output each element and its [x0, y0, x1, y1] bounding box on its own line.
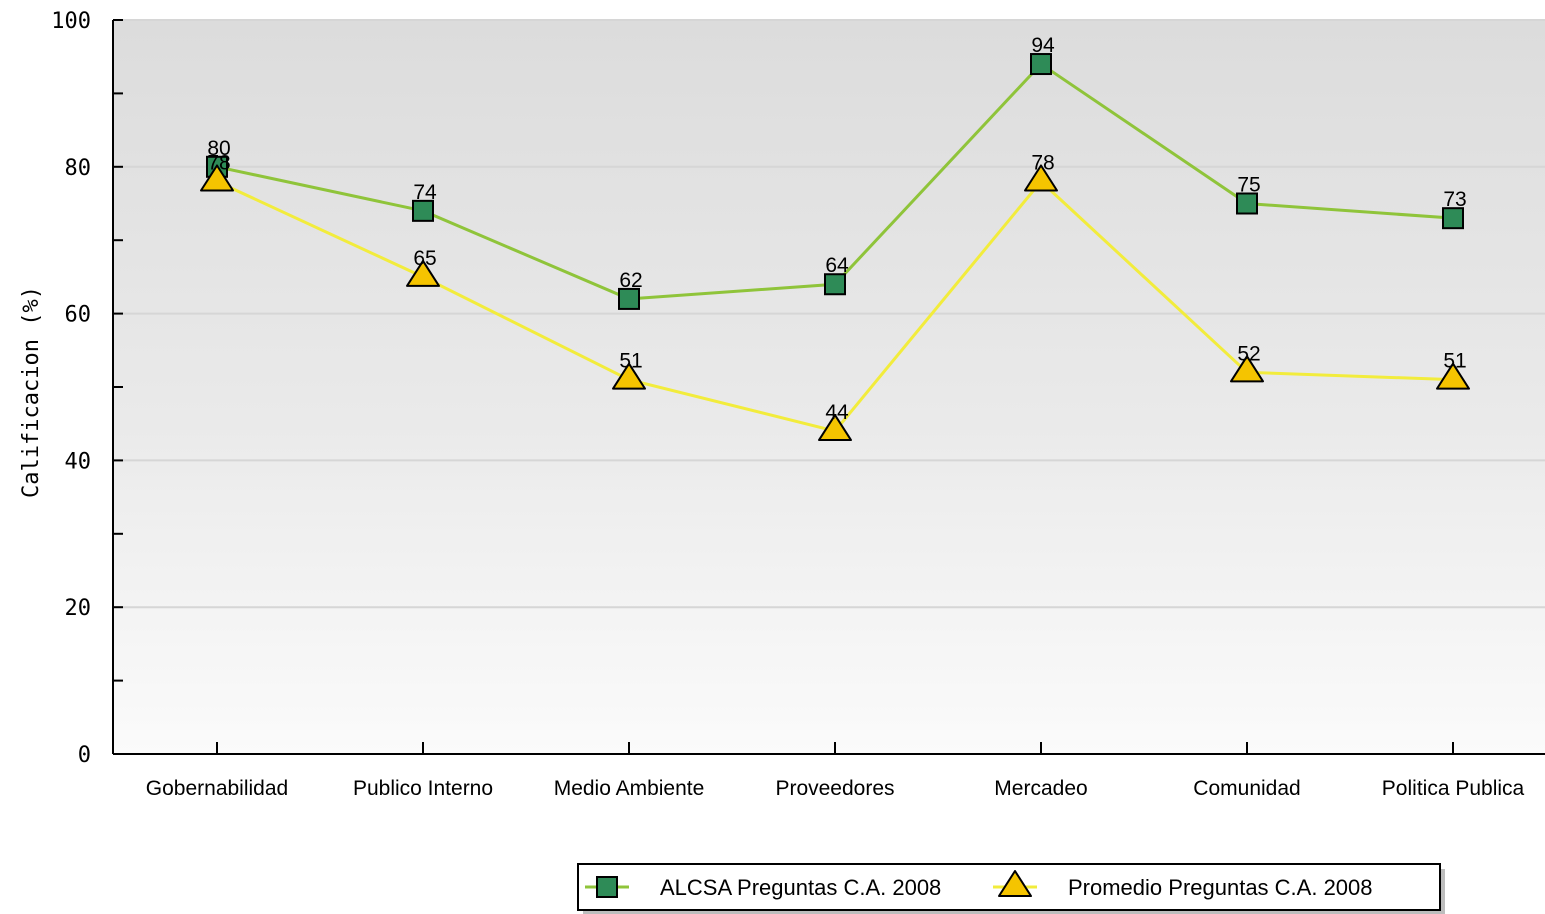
- legend: ALCSA Preguntas C.A. 2008 Promedio Pregun…: [577, 863, 1445, 914]
- x-tick-label: Proveedores: [775, 777, 894, 800]
- y-tick-label: 20: [65, 596, 92, 621]
- y-tick-label: 60: [65, 303, 92, 328]
- x-tick-label: Medio Ambiente: [554, 777, 705, 800]
- gridlines: [113, 19, 1545, 609]
- series-group: [200, 53, 1470, 442]
- data-point-series-1: [824, 273, 846, 296]
- x-tick-label: Politica Publica: [1382, 777, 1525, 800]
- legend-marker-2: [998, 870, 1032, 897]
- data-label-series-2: 51: [1443, 350, 1466, 373]
- data-point-series-1: [1442, 207, 1464, 230]
- data-point-series-2: [406, 259, 440, 287]
- data-point-series-1: [412, 199, 434, 222]
- x-tick-label: Gobernabilidad: [146, 777, 288, 800]
- data-point-series-1: [1236, 192, 1258, 215]
- x-tick-label: Publico Interno: [353, 777, 493, 800]
- x-tick-label: Mercadeo: [994, 777, 1087, 800]
- data-label-series-1: 62: [619, 269, 642, 292]
- axes: 0 20 40 60 80 100 Gobernabilidad Publico Intern…: [51, 9, 1545, 800]
- data-label-series-1: 64: [825, 254, 849, 277]
- legend-label-1: ALCSA Preguntas C.A. 2008: [660, 875, 941, 900]
- data-point-series-2: [1024, 164, 1058, 192]
- legend-label-2: Promedio Preguntas C.A. 2008: [1068, 875, 1373, 900]
- data-label-series-2: 78: [1031, 151, 1054, 174]
- data-label-series-1: 73: [1443, 188, 1466, 211]
- data-point-series-2: [1436, 362, 1470, 390]
- y-tick-label: 40: [65, 449, 92, 474]
- data-point-series-2: [200, 164, 234, 192]
- plot-area: [113, 20, 1545, 754]
- data-label-series-1: 75: [1237, 174, 1260, 197]
- legend-marker-1: [596, 876, 618, 898]
- data-label-series-1: 74: [413, 181, 437, 204]
- x-tick-label: Comunidad: [1193, 777, 1300, 800]
- y-tick-label: 100: [51, 9, 91, 34]
- data-point-series-2: [818, 414, 852, 442]
- data-labels: 80 74 62 64 94 75 73 78 65 51 44 78 52 51: [207, 34, 1466, 424]
- data-label-series-2: 78: [207, 151, 230, 174]
- y-axis-title: Calificacion (%): [19, 286, 44, 498]
- data-label-series-1: 94: [1031, 34, 1055, 57]
- data-point-series-2: [612, 362, 646, 390]
- data-label-series-2: 51: [619, 350, 642, 373]
- y-tick-label: 80: [65, 156, 92, 181]
- data-point-series-1: [618, 287, 640, 310]
- data-label-series-2: 65: [413, 247, 436, 270]
- y-tick-label: 0: [78, 743, 91, 768]
- data-point-series-2: [1230, 355, 1264, 383]
- data-label-series-2: 52: [1237, 342, 1260, 365]
- data-label-series-2: 44: [825, 401, 849, 424]
- data-label-series-1: 80: [207, 137, 230, 160]
- data-point-series-1: [1030, 53, 1052, 76]
